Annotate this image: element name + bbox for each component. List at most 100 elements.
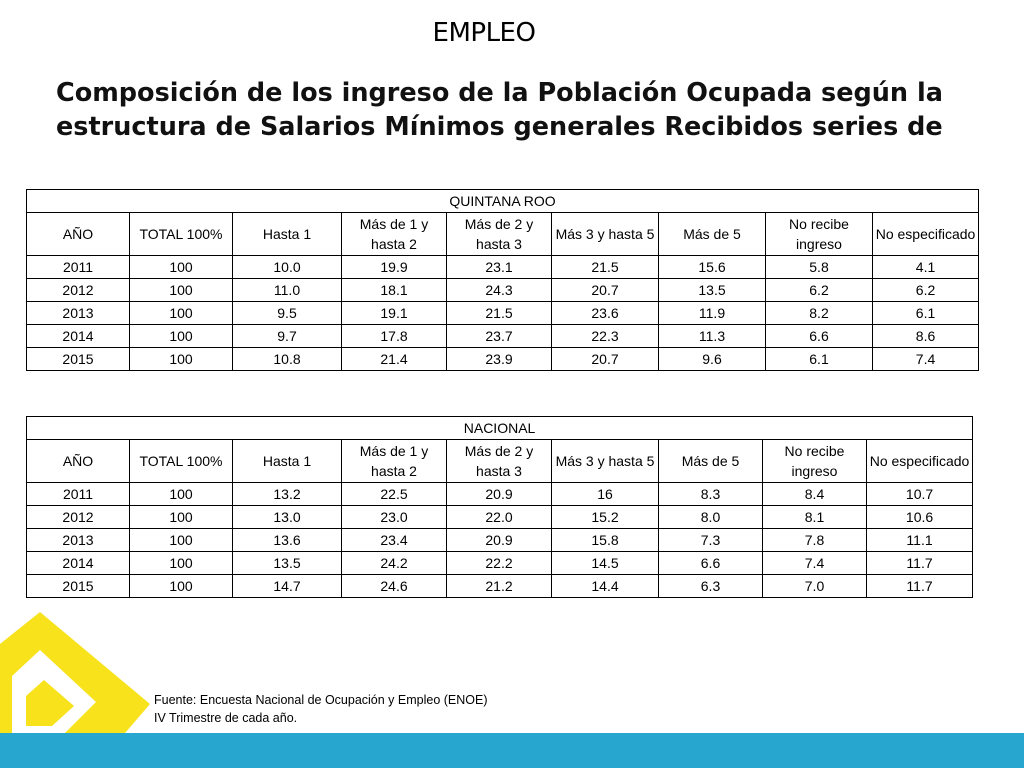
period-note: IV Trimestre de cada año. — [154, 711, 298, 725]
value-cell: 9.6 — [658, 347, 766, 371]
value-cell: 100 — [129, 528, 233, 552]
slide-title: Composición de los ingreso de la Poblaci… — [56, 76, 986, 144]
value-cell: 100 — [129, 505, 233, 529]
value-cell: 19.9 — [341, 255, 447, 279]
value-cell: 9.7 — [232, 324, 342, 348]
value-cell: 6.2 — [765, 278, 873, 302]
source-note: Fuente: Encuesta Nacional de Ocupación y… — [154, 691, 488, 727]
column-header: No recibe ingreso — [762, 439, 867, 483]
value-cell: 6.6 — [765, 324, 873, 348]
nacional-table: NACIONAL AÑO TOTAL 100% Hasta 1 Más de 1… — [25, 416, 974, 598]
value-cell: 8.4 — [762, 482, 867, 506]
value-cell: 22.2 — [446, 551, 552, 575]
value-cell: 24.6 — [341, 574, 447, 598]
value-cell: 100 — [129, 347, 233, 371]
year-cell: 2012 — [26, 278, 130, 302]
value-cell: 23.6 — [551, 301, 659, 325]
value-cell: 21.5 — [551, 255, 659, 279]
column-header: Más 3 y hasta 5 — [551, 212, 659, 256]
value-cell: 17.8 — [341, 324, 447, 348]
value-cell: 11.1 — [865, 528, 974, 552]
value-cell: 23.9 — [446, 347, 552, 371]
value-cell: 15.2 — [551, 505, 659, 529]
value-cell: 14.5 — [551, 551, 659, 575]
value-cell: 23.1 — [446, 255, 552, 279]
value-cell: 7.8 — [762, 528, 867, 552]
value-cell: 15.8 — [551, 528, 659, 552]
column-header: Más de 2 y hasta 3 — [446, 212, 552, 256]
value-cell: 7.0 — [762, 574, 867, 598]
value-cell: 7.4 — [871, 347, 980, 371]
column-header: No recibe ingreso — [765, 212, 873, 256]
section-header: EMPLEO — [432, 18, 536, 48]
value-cell: 8.1 — [762, 505, 867, 529]
value-cell: 11.7 — [865, 551, 974, 575]
value-cell: 6.1 — [871, 301, 980, 325]
year-cell: 2014 — [26, 551, 130, 575]
value-cell: 5.8 — [765, 255, 873, 279]
column-header: Más de 1 y hasta 2 — [341, 439, 447, 483]
table-row: 2013 100 13.6 23.4 20.9 15.8 7.3 7.8 11.1 — [26, 528, 974, 552]
value-cell: 11.9 — [658, 301, 766, 325]
column-header: Hasta 1 — [232, 212, 342, 256]
value-cell: 13.5 — [232, 551, 342, 575]
value-cell: 20.9 — [446, 482, 552, 506]
value-cell: 8.3 — [658, 482, 763, 506]
value-cell: 22.0 — [446, 505, 552, 529]
value-cell: 20.9 — [446, 528, 552, 552]
value-cell: 9.5 — [232, 301, 342, 325]
footer-band — [0, 733, 1024, 768]
table-title: QUINTANA ROO — [25, 189, 980, 213]
value-cell: 14.7 — [232, 574, 342, 598]
value-cell: 14.4 — [551, 574, 659, 598]
value-cell: 20.7 — [551, 347, 659, 371]
column-header: AÑO — [26, 212, 130, 256]
year-cell: 2015 — [26, 574, 130, 598]
value-cell: 19.1 — [341, 301, 447, 325]
value-cell: 100 — [129, 255, 233, 279]
value-cell: 6.3 — [658, 574, 763, 598]
year-cell: 2011 — [26, 482, 130, 506]
value-cell: 10.6 — [865, 505, 974, 529]
column-header: AÑO — [26, 439, 130, 483]
value-cell: 6.2 — [871, 278, 980, 302]
year-cell: 2014 — [26, 324, 130, 348]
value-cell: 8.2 — [765, 301, 873, 325]
year-cell: 2013 — [26, 528, 130, 552]
value-cell: 4.1 — [871, 255, 980, 279]
value-cell: 18.1 — [341, 278, 447, 302]
column-header: Más 3 y hasta 5 — [551, 439, 659, 483]
year-cell: 2013 — [26, 301, 130, 325]
table-row: 2012 100 11.0 18.1 24.3 20.7 13.5 6.2 6.2 — [26, 278, 980, 302]
table-row: 2011 100 10.0 19.9 23.1 21.5 15.6 5.8 4.1 — [26, 255, 980, 279]
value-cell: 22.5 — [341, 482, 447, 506]
value-cell: 21.2 — [446, 574, 552, 598]
column-header: Más de 1 y hasta 2 — [341, 212, 447, 256]
table-body: 2011 100 13.2 22.5 20.9 16 8.3 8.4 10.7 2012 100 13… — [26, 482, 974, 598]
year-cell: 2015 — [26, 347, 130, 371]
value-cell: 7.3 — [658, 528, 763, 552]
column-header: Más de 5 — [658, 212, 766, 256]
logo-graphic — [0, 612, 150, 768]
column-header: Más de 5 — [658, 439, 763, 483]
column-header: Hasta 1 — [232, 439, 342, 483]
column-header: Más de 2 y hasta 3 — [446, 439, 552, 483]
value-cell: 100 — [129, 551, 233, 575]
source-text: Fuente: Encuesta Nacional de Ocupación y… — [154, 693, 488, 707]
value-cell: 100 — [129, 301, 233, 325]
value-cell: 22.3 — [551, 324, 659, 348]
year-cell: 2011 — [26, 255, 130, 279]
value-cell: 100 — [129, 574, 233, 598]
value-cell: 13.5 — [658, 278, 766, 302]
value-cell: 23.0 — [341, 505, 447, 529]
table-title: NACIONAL — [25, 416, 974, 440]
value-cell: 24.3 — [446, 278, 552, 302]
value-cell: 23.7 — [446, 324, 552, 348]
value-cell: 6.1 — [765, 347, 873, 371]
value-cell: 11.7 — [865, 574, 974, 598]
value-cell: 20.7 — [551, 278, 659, 302]
value-cell: 10.8 — [232, 347, 342, 371]
value-cell: 11.3 — [658, 324, 766, 348]
value-cell: 7.4 — [762, 551, 867, 575]
table-body: 2011 100 10.0 19.9 23.1 21.5 15.6 5.8 4.1 2012 100… — [26, 255, 980, 371]
